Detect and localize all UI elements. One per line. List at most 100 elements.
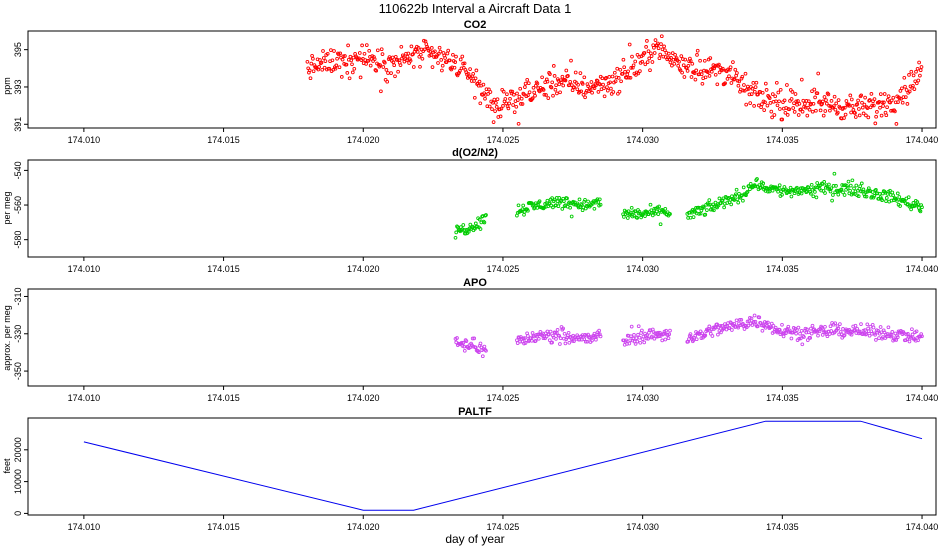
data-point-co2-576 bbox=[756, 92, 760, 97]
data-point-apo-274 bbox=[736, 325, 741, 330]
x-tick-label-o2n2-1: 174.015 bbox=[207, 264, 240, 274]
data-point-co2-408 bbox=[624, 75, 629, 80]
data-point-co2-641 bbox=[806, 99, 811, 104]
data-point-co2-702 bbox=[854, 103, 859, 107]
data-point-apo-351 bbox=[796, 325, 801, 330]
data-point-co2-728 bbox=[875, 110, 879, 114]
x-tick-label-co2-0: 174.010 bbox=[68, 135, 101, 145]
data-point-co2-388 bbox=[609, 86, 613, 91]
data-point-co2-428 bbox=[640, 59, 645, 64]
data-point-apo-369 bbox=[810, 323, 815, 328]
data-point-o2n2-223 bbox=[696, 205, 701, 210]
data-point-co2-706 bbox=[857, 113, 862, 118]
data-point-apo-406 bbox=[839, 332, 844, 336]
data-point-co2-779 bbox=[914, 81, 919, 86]
data-point-co2-769 bbox=[907, 73, 911, 77]
data-point-o2n2-362 bbox=[805, 189, 809, 194]
data-point-o2n2-480 bbox=[897, 195, 902, 199]
data-point-co2-135 bbox=[411, 52, 415, 56]
data-point-co2-323 bbox=[558, 90, 562, 95]
x-tick-label-co2-1: 174.015 bbox=[207, 135, 240, 145]
data-point-o2n2-79 bbox=[545, 198, 550, 203]
data-point-co2-549 bbox=[735, 71, 739, 75]
data-point-co2-686 bbox=[842, 116, 846, 120]
data-point-co2-770 bbox=[907, 89, 912, 94]
data-point-apo-22 bbox=[470, 336, 475, 341]
data-point-co2-546 bbox=[732, 77, 737, 81]
data-point-co2-269 bbox=[515, 98, 520, 102]
data-point-co2-66 bbox=[357, 56, 361, 61]
data-point-apo-178 bbox=[644, 336, 649, 341]
data-point-co2-415 bbox=[630, 54, 634, 59]
data-point-co2-291 bbox=[533, 93, 537, 98]
data-point-co2-678 bbox=[835, 110, 840, 115]
y-tick-label-co2-0: 391 bbox=[13, 117, 23, 132]
data-point-apo-296 bbox=[753, 319, 758, 324]
data-point-co2-264 bbox=[512, 92, 516, 97]
data-point-apo-450 bbox=[874, 338, 878, 342]
data-point-co2-674 bbox=[832, 94, 837, 99]
data-point-co2-236 bbox=[490, 107, 494, 111]
data-point-apo-338 bbox=[786, 324, 791, 329]
data-point-co2-582 bbox=[760, 90, 765, 95]
data-point-apo-90 bbox=[554, 337, 558, 341]
data-point-co2-413 bbox=[628, 75, 633, 80]
data-point-co2-717 bbox=[866, 115, 871, 120]
data-point-o2n2-481 bbox=[898, 204, 902, 208]
data-point-co2-394 bbox=[613, 79, 618, 84]
data-point-co2-96 bbox=[380, 52, 385, 56]
data-point-apo-299 bbox=[755, 324, 760, 329]
data-point-co2-48 bbox=[343, 54, 347, 58]
data-point-co2-436 bbox=[646, 49, 651, 54]
data-point-apo-295 bbox=[752, 313, 757, 318]
plot-frame-paltf bbox=[27, 417, 937, 516]
data-point-co2-637 bbox=[803, 105, 808, 110]
data-point-co2-214 bbox=[472, 95, 477, 100]
data-point-apo-207 bbox=[667, 332, 672, 337]
data-point-co2-170 bbox=[438, 49, 443, 54]
data-point-o2n2-430 bbox=[858, 184, 863, 189]
data-point-co2-755 bbox=[896, 100, 900, 104]
data-point-co2-558 bbox=[742, 83, 746, 87]
data-point-o2n2-54 bbox=[526, 208, 530, 213]
data-point-co2-330 bbox=[563, 78, 568, 83]
data-point-co2-481 bbox=[681, 63, 686, 68]
data-point-co2-382 bbox=[604, 76, 609, 80]
data-point-co2-515 bbox=[708, 56, 713, 60]
data-point-co2-716 bbox=[865, 106, 870, 110]
data-point-co2-390 bbox=[610, 74, 615, 79]
data-point-o2n2-393 bbox=[829, 186, 834, 191]
data-point-o2n2-438 bbox=[864, 194, 869, 199]
data-point-co2-656 bbox=[818, 108, 823, 113]
data-point-apo-8 bbox=[459, 340, 464, 345]
data-point-co2-725 bbox=[872, 97, 877, 101]
data-point-co2-688 bbox=[843, 112, 848, 117]
data-point-apo-418 bbox=[848, 329, 853, 334]
data-point-co2-60 bbox=[352, 66, 357, 71]
data-point-co2-724 bbox=[871, 103, 876, 108]
data-point-o2n2-355 bbox=[799, 191, 804, 196]
data-point-co2-622 bbox=[792, 101, 796, 106]
data-point-co2-659 bbox=[821, 99, 825, 104]
data-point-co2-633 bbox=[800, 109, 805, 114]
data-point-co2-337 bbox=[569, 58, 573, 63]
y-tick-label-o2n2-0: -580 bbox=[13, 231, 23, 249]
data-point-co2-263 bbox=[511, 103, 515, 107]
data-point-co2-86 bbox=[372, 57, 377, 61]
data-point-co2-277 bbox=[522, 92, 526, 97]
data-point-o2n2-127 bbox=[583, 197, 587, 202]
data-point-co2-145 bbox=[418, 52, 423, 57]
data-point-co2-196 bbox=[458, 57, 463, 62]
data-point-apo-89 bbox=[553, 331, 558, 335]
data-point-co2-457 bbox=[663, 48, 667, 53]
y-tick-label-co2-2: 395 bbox=[13, 42, 23, 57]
data-point-o2n2-374 bbox=[814, 195, 819, 200]
data-point-co2-701 bbox=[853, 115, 858, 119]
data-point-co2-767 bbox=[905, 102, 910, 106]
data-point-co2-628 bbox=[796, 113, 801, 117]
x-tick-label-co2-3: 174.025 bbox=[487, 135, 520, 145]
data-point-co2-765 bbox=[903, 95, 908, 99]
data-point-co2-192 bbox=[455, 73, 460, 78]
data-point-co2-231 bbox=[486, 92, 490, 96]
